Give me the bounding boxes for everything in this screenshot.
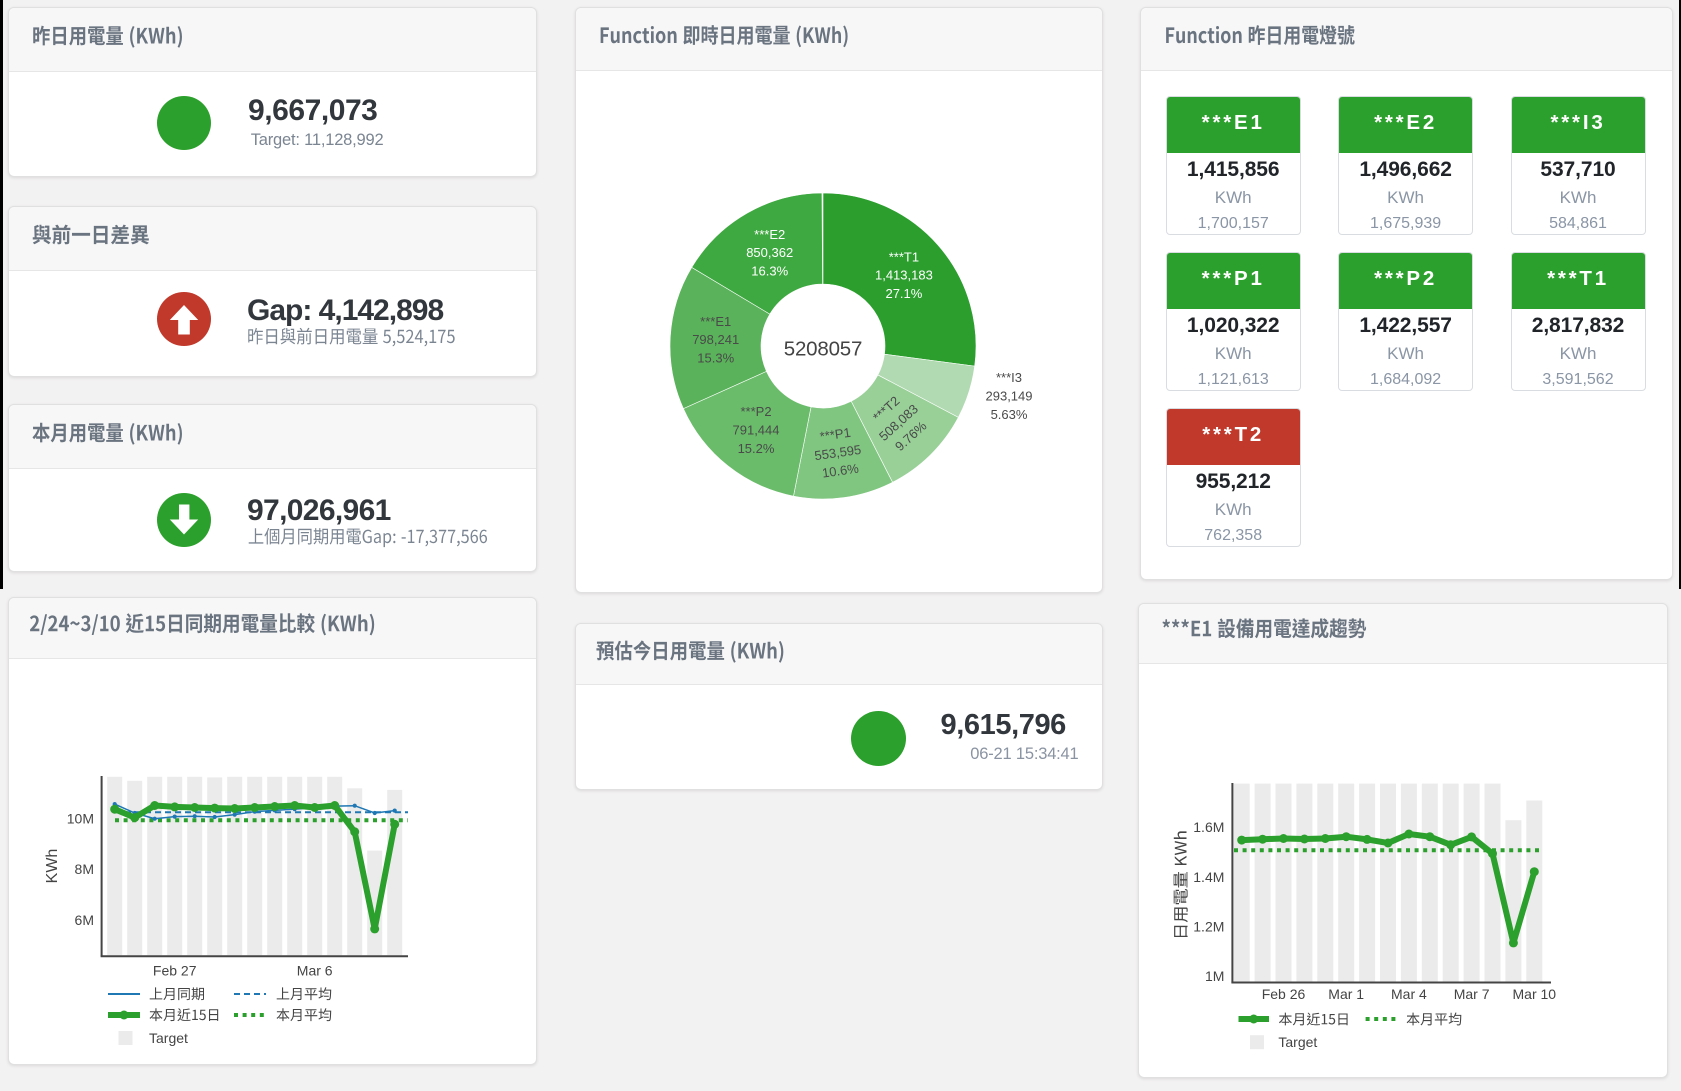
svg-text:***P2: ***P2: [740, 404, 771, 419]
svg-text:Mar 1: Mar 1: [1328, 986, 1364, 1002]
svg-text:798,241: 798,241: [692, 332, 739, 347]
svg-text:Mar 7: Mar 7: [1454, 986, 1490, 1002]
svg-text:8M: 8M: [75, 861, 94, 877]
svg-text:5208057: 5208057: [784, 337, 862, 360]
svg-text:***I3: ***I3: [996, 370, 1022, 385]
svg-text:Feb 26: Feb 26: [1262, 986, 1306, 1002]
svg-text:15.3%: 15.3%: [697, 350, 734, 365]
svg-text:5.63%: 5.63%: [991, 407, 1028, 422]
svg-text:Target: Target: [149, 1030, 188, 1046]
svg-text:10.6%: 10.6%: [821, 461, 860, 481]
svg-text:1.2M: 1.2M: [1193, 919, 1224, 935]
svg-text:15.2%: 15.2%: [738, 441, 775, 456]
svg-text:1,413,183: 1,413,183: [875, 268, 933, 283]
svg-text:16.3%: 16.3%: [751, 263, 788, 278]
svg-text:6M: 6M: [75, 912, 94, 928]
svg-text:10M: 10M: [67, 811, 94, 827]
svg-text:791,444: 791,444: [733, 423, 780, 438]
svg-text:293,149: 293,149: [986, 389, 1033, 404]
svg-text:Mar 6: Mar 6: [297, 962, 333, 978]
svg-text:Target: Target: [1278, 1034, 1317, 1050]
svg-text:***E1: ***E1: [700, 314, 731, 329]
svg-text:1.6M: 1.6M: [1193, 819, 1224, 835]
svg-text:***P1: ***P1: [819, 425, 852, 444]
svg-text:1.4M: 1.4M: [1193, 869, 1224, 885]
svg-text:KWh: KWh: [44, 849, 61, 884]
svg-text:850,362: 850,362: [746, 245, 793, 260]
svg-text:553,595: 553,595: [813, 442, 862, 463]
svg-text:1M: 1M: [1205, 968, 1224, 984]
svg-text:27.1%: 27.1%: [885, 286, 922, 301]
svg-text:Mar 4: Mar 4: [1391, 986, 1427, 1002]
svg-text:***E2: ***E2: [754, 227, 785, 242]
svg-text:***T1: ***T1: [889, 249, 919, 264]
svg-text:Mar 10: Mar 10: [1513, 986, 1557, 1002]
svg-text:Feb 27: Feb 27: [153, 962, 197, 978]
